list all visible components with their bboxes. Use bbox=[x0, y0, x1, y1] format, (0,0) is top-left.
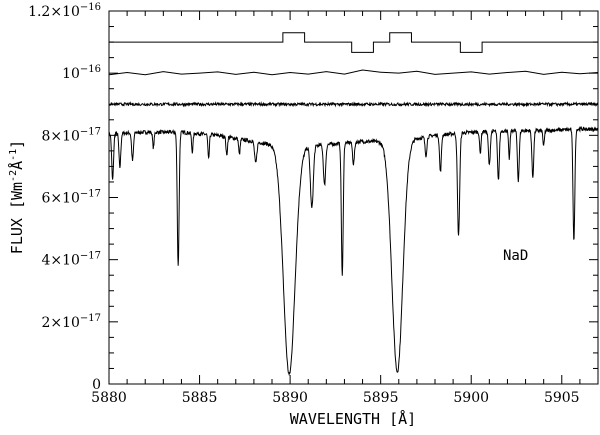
x-tick-label: 5885 bbox=[182, 390, 218, 406]
y-axis-title-close: ] bbox=[8, 140, 26, 149]
y-tick-label: 8×10−17 bbox=[41, 126, 101, 144]
x-tick-label: 5900 bbox=[453, 390, 489, 406]
y-axis-title-exp: -2 bbox=[8, 170, 19, 182]
y-tick-label: 2×10−17 bbox=[41, 313, 101, 331]
x-tick-label: 5890 bbox=[272, 390, 308, 406]
x-tick-label: 5905 bbox=[544, 390, 580, 406]
y-axis-title: FLUX [Wm-2Å-1] bbox=[7, 140, 26, 254]
y-tick-labels: 0 2×10−17 4×10−17 6×10−17 8×10−17 10−16 1.2×10… bbox=[28, 2, 101, 393]
series-group bbox=[109, 32, 598, 376]
y-tick-label: 10−16 bbox=[62, 64, 101, 82]
y-axis-title-exp2: -1 bbox=[8, 149, 19, 161]
series-step bbox=[109, 32, 598, 53]
x-axis-title: WAVELENGTH [Å] bbox=[290, 409, 416, 428]
x-tick-label: 5895 bbox=[363, 390, 399, 406]
x-tick-labels: 5880 5885 5890 5895 5900 5905 bbox=[91, 390, 579, 406]
y-tick-label: 4×10−17 bbox=[41, 251, 101, 269]
y-tick-label: 6×10−17 bbox=[41, 189, 101, 207]
series-spectrum bbox=[109, 125, 598, 376]
axis-ticks bbox=[108, 10, 599, 385]
series-noisy-flat bbox=[109, 100, 598, 108]
y-tick-label: 1.2×10−16 bbox=[28, 2, 101, 20]
annotation-nad: NaD bbox=[503, 248, 528, 264]
y-tick-label: 0 bbox=[92, 377, 101, 393]
series-smooth bbox=[109, 69, 598, 76]
x-tick-label: 5880 bbox=[91, 390, 127, 406]
plot-frame bbox=[108, 10, 599, 385]
y-axis-title-main: FLUX [Wm bbox=[8, 182, 26, 254]
y-axis-title-unit: Å bbox=[7, 161, 26, 170]
